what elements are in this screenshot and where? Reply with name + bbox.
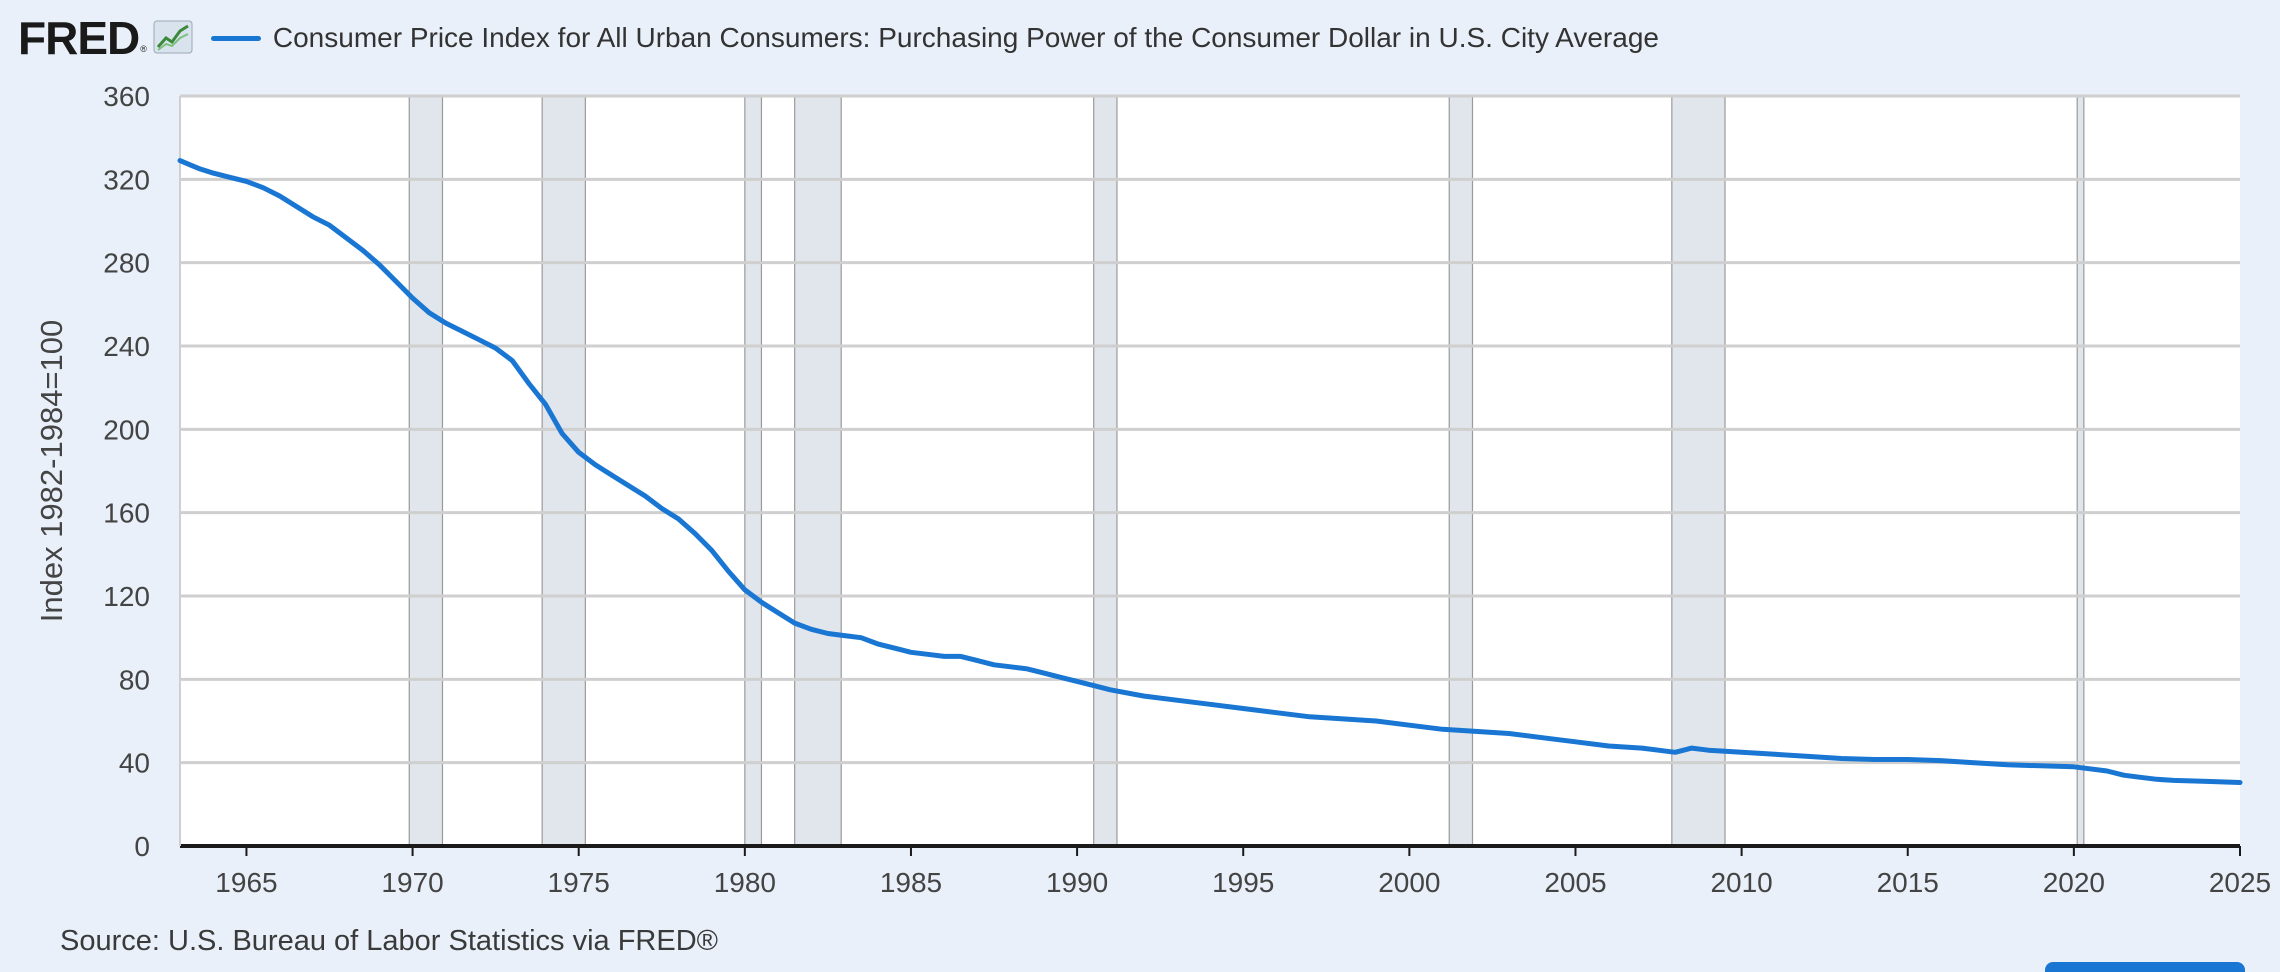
x-tick-label: 1965 bbox=[215, 867, 277, 898]
recession-band bbox=[408, 95, 444, 847]
fred-logo[interactable]: FRED bbox=[18, 12, 140, 64]
x-tick-label: 2010 bbox=[1710, 867, 1772, 898]
recession-band bbox=[1093, 95, 1118, 847]
y-tick-label: 320 bbox=[103, 164, 150, 195]
recession-band bbox=[2076, 95, 2085, 847]
line-chart-icon bbox=[153, 20, 193, 59]
y-tick-label: 160 bbox=[103, 498, 150, 529]
y-tick-label: 40 bbox=[119, 748, 150, 779]
x-tick-label: 1995 bbox=[1212, 867, 1274, 898]
y-tick-label: 120 bbox=[103, 581, 150, 612]
edit-graph-button[interactable] bbox=[2045, 962, 2245, 972]
registered-mark: ® bbox=[140, 44, 147, 54]
recession-band bbox=[1448, 95, 1474, 847]
x-tick-label: 2005 bbox=[1544, 867, 1606, 898]
recession-band bbox=[794, 95, 842, 847]
y-tick-label: 360 bbox=[103, 81, 150, 112]
y-tick-label: 0 bbox=[134, 831, 150, 862]
x-tick-label: 2020 bbox=[2043, 867, 2105, 898]
source-note: Source: U.S. Bureau of Labor Statistics … bbox=[60, 925, 719, 957]
x-tick-label: 2000 bbox=[1378, 867, 1440, 898]
x-tick-label: 2025 bbox=[2209, 867, 2271, 898]
y-tick-label: 280 bbox=[103, 248, 150, 279]
legend-swatch bbox=[210, 35, 261, 41]
x-tick-label: 1970 bbox=[381, 867, 443, 898]
x-tick-label: 1990 bbox=[1046, 867, 1108, 898]
series-line bbox=[177, 158, 2243, 785]
recession-band bbox=[1671, 95, 1726, 847]
x-tick-label: 2015 bbox=[1877, 867, 1939, 898]
y-tick-label: 240 bbox=[103, 331, 150, 362]
chart-header: FRED ® Consumer Price Index for All Urba… bbox=[18, 8, 1659, 68]
recession-band bbox=[744, 95, 763, 847]
x-tick-label: 1975 bbox=[548, 867, 610, 898]
y-axis-label: Index 1982-1984=100 bbox=[34, 320, 69, 623]
recession-band bbox=[541, 95, 586, 847]
plot-area bbox=[180, 96, 2240, 846]
y-tick-label: 80 bbox=[119, 664, 150, 695]
x-tick-label: 1985 bbox=[880, 867, 942, 898]
legend-label: Consumer Price Index for All Urban Consu… bbox=[272, 22, 1659, 53]
y-tick-label: 200 bbox=[103, 414, 150, 445]
x-tick-label: 1980 bbox=[714, 867, 776, 898]
